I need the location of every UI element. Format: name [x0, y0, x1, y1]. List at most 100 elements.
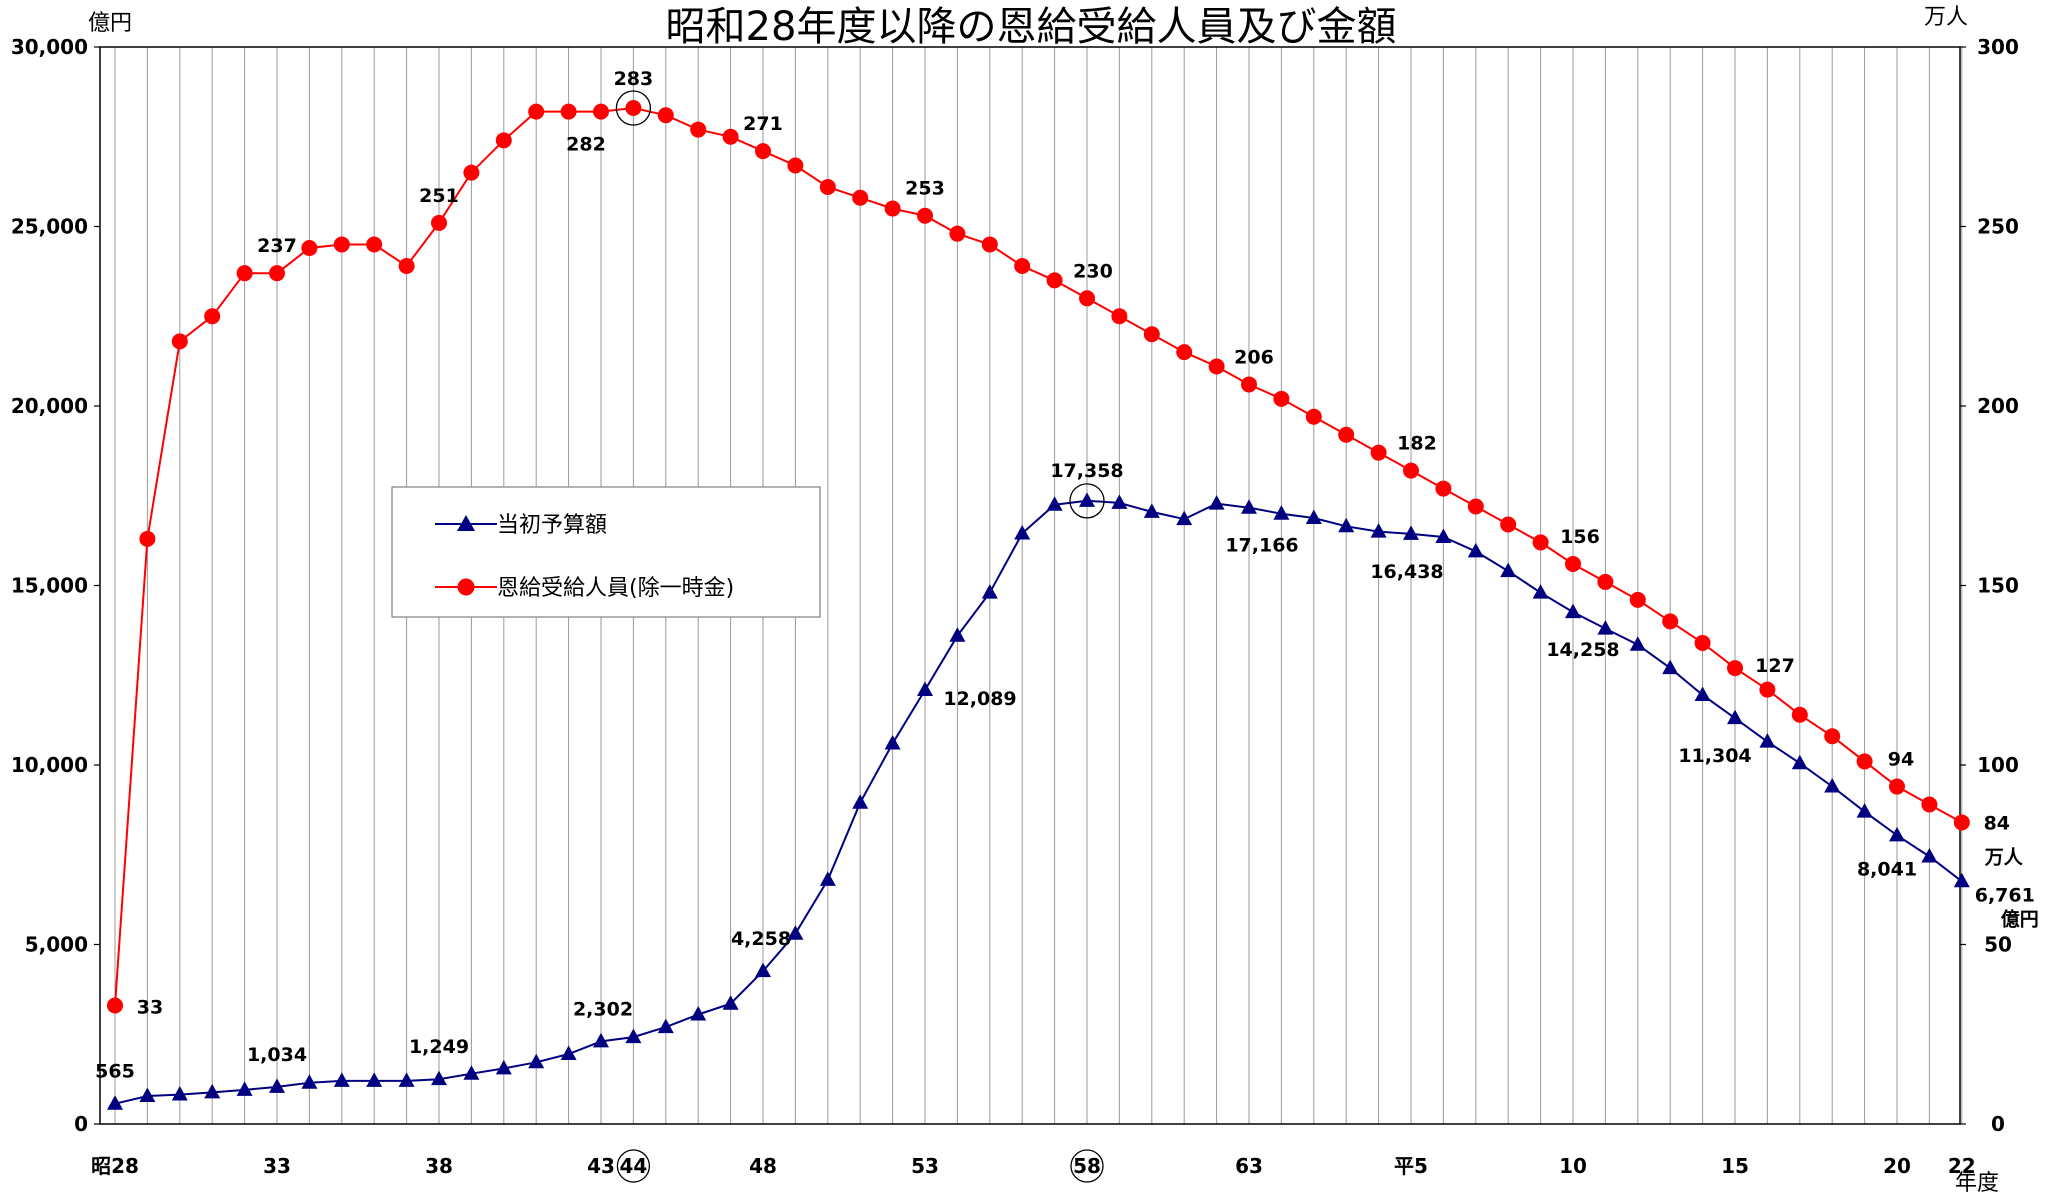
people-point — [1176, 344, 1193, 361]
budget-data-label: 8,041 — [1857, 858, 1917, 880]
budget-point — [981, 584, 998, 599]
people-point — [755, 143, 771, 160]
budget-point — [625, 1028, 642, 1044]
y-right-tick-label: 200 — [1977, 394, 2019, 418]
y-left-tick-label: 5,000 — [25, 933, 88, 957]
people-point — [1500, 516, 1517, 533]
x-tick-label: 58 — [1073, 1154, 1101, 1178]
y-left-tick-label: 10,000 — [11, 753, 88, 777]
people-point — [139, 530, 156, 547]
people-point — [1953, 814, 1970, 831]
x-tick-label: 22 — [1948, 1154, 1976, 1178]
people-data-label: 156 — [1560, 526, 1600, 548]
budget-data-label: 17,166 — [1225, 535, 1298, 557]
budget-point — [657, 1018, 674, 1034]
budget-point — [269, 1078, 285, 1093]
people-point — [1403, 462, 1419, 479]
budget-point — [1597, 620, 1614, 635]
y-right-tick-label: 250 — [1977, 215, 2019, 239]
budget-point — [1014, 524, 1031, 540]
budget-point — [1727, 709, 1743, 725]
budget-point — [1532, 584, 1549, 599]
budget-point — [107, 1095, 123, 1110]
budget-data-label: 1,249 — [409, 1036, 469, 1058]
plot-area-frame — [99, 46, 1961, 1125]
people-point — [366, 236, 383, 253]
budget-point — [560, 1045, 577, 1060]
people-point — [204, 308, 221, 325]
people-point — [1079, 290, 1095, 307]
budget-data-label: 2,302 — [573, 998, 633, 1020]
highlight-circle — [615, 90, 652, 126]
y-right-tick-label: 100 — [1977, 753, 2019, 777]
budget-point — [1176, 510, 1193, 526]
people-point — [1241, 376, 1257, 393]
people-data-label: 33 — [137, 997, 163, 1019]
budget-point — [1370, 523, 1387, 538]
highlight-circle — [1069, 483, 1105, 519]
x-tick-label: 昭28 — [91, 1154, 139, 1178]
people-point — [722, 128, 739, 145]
people-point — [1435, 480, 1452, 497]
people-data-label: 271 — [743, 113, 783, 135]
people-point — [463, 164, 480, 181]
budget-point — [917, 681, 933, 697]
budget-data-label: 11,304 — [1678, 745, 1751, 767]
budget-data-label: 6,761 — [1975, 884, 2035, 906]
budget-point — [1403, 525, 1419, 540]
budget-point — [1079, 492, 1095, 507]
x-tick-label: 63 — [1235, 1154, 1263, 1178]
legend-label-budget: 当初予算額 — [497, 513, 607, 538]
budget-point — [819, 871, 836, 886]
budget-point — [171, 1086, 188, 1101]
people-data-label: 237 — [257, 235, 297, 257]
budget-data-label: 17,358 — [1050, 460, 1123, 482]
budget-point — [1629, 636, 1646, 651]
y-left-tick-label: 0 — [74, 1112, 88, 1136]
people-point — [1305, 408, 1322, 425]
people-point — [171, 333, 188, 350]
people-point — [787, 157, 804, 174]
budget-data-label: 14,258 — [1546, 639, 1619, 661]
people-point — [1791, 706, 1808, 723]
budget-point — [1208, 495, 1225, 510]
people-data-label: 282 — [566, 134, 606, 156]
people-data-label: 253 — [905, 178, 945, 200]
budget-point — [236, 1081, 253, 1096]
people-point — [1856, 753, 1873, 770]
series — [107, 90, 1970, 1110]
people-point — [495, 132, 512, 149]
people-point — [431, 214, 447, 231]
people-point — [560, 103, 577, 120]
y-right-tick-label: 0 — [1991, 1112, 2005, 1136]
people-point — [1111, 308, 1128, 325]
budget-point — [204, 1083, 221, 1099]
budget-point — [398, 1072, 415, 1087]
budget-point — [1856, 803, 1873, 818]
legend-label-people: 恩給受給人員(除一時金) — [497, 576, 734, 601]
x-tick-label: 20 — [1883, 1154, 1911, 1178]
people-point — [1532, 534, 1549, 551]
x-tick-label: 平5 — [1394, 1154, 1428, 1178]
people-point — [949, 225, 966, 242]
people-point — [690, 121, 707, 138]
people-point — [1014, 257, 1031, 274]
people-point — [1597, 573, 1614, 590]
budget-data-label: 16,438 — [1370, 561, 1443, 583]
budget-point — [949, 627, 966, 642]
y-left-tick-label: 25,000 — [11, 215, 88, 239]
people-point — [1759, 681, 1776, 698]
people-data-label: 127 — [1755, 655, 1795, 677]
people-data-label: 94 — [1888, 749, 1914, 771]
people-point — [1921, 796, 1938, 813]
budget-point — [1435, 528, 1452, 544]
budget-point — [1791, 754, 1808, 770]
axes: 0 5,000 10,000 15,000 20,000 25,000 30,000 0 50 1… — [11, 35, 2019, 1183]
legend: 当初予算額 恩給受給人員(除一時金) — [391, 486, 821, 618]
people-point — [1370, 444, 1387, 461]
budget-point — [852, 794, 869, 809]
y-left-tick-label: 20,000 — [11, 394, 88, 418]
budget-point — [463, 1065, 480, 1080]
budget-point — [139, 1087, 156, 1102]
